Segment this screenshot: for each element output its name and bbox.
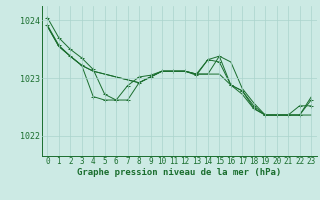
X-axis label: Graphe pression niveau de la mer (hPa): Graphe pression niveau de la mer (hPa) xyxy=(77,168,281,177)
